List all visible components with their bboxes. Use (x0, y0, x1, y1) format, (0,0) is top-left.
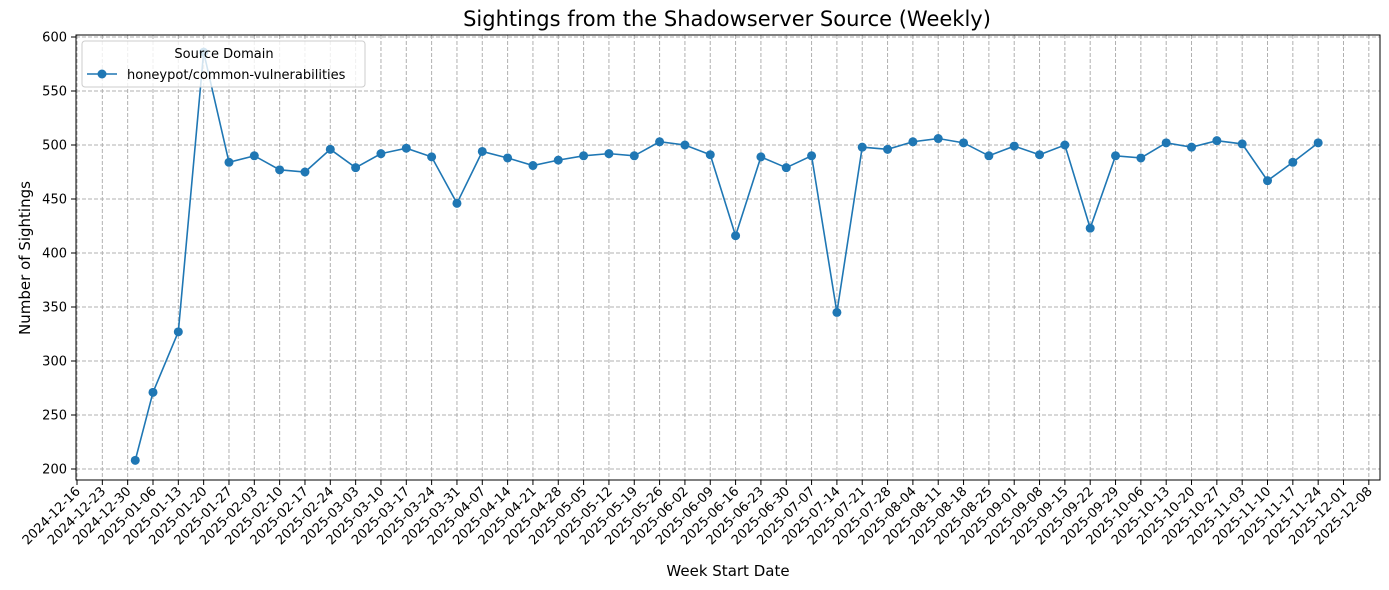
data-point-marker (553, 155, 563, 165)
y-tick-label: 600 (42, 31, 67, 46)
y-tick-label: 400 (42, 247, 67, 262)
data-point-marker (452, 198, 462, 208)
data-point-marker (857, 142, 867, 152)
data-point-marker (933, 134, 943, 144)
data-point-marker (807, 151, 817, 161)
x-axis-label: Week Start Date (666, 562, 789, 580)
legend-box (81, 40, 366, 88)
data-point-marker (528, 161, 538, 171)
data-point-marker (1263, 176, 1273, 186)
data-point-marker (832, 307, 842, 317)
data-point-marker (1085, 223, 1095, 233)
data-point-marker (1136, 153, 1146, 163)
series-honeypot-common-vulnerabilities (130, 47, 1323, 465)
legend: Source Domain honeypot/common-vulnerabil… (81, 40, 366, 88)
data-point-marker (173, 327, 183, 337)
y-axis: 200 250 300 350 400 450 500 550 600 (42, 31, 76, 478)
data-point-marker (1212, 136, 1222, 146)
data-point-marker (1187, 142, 1197, 152)
data-point-marker (401, 143, 411, 153)
data-point-marker (325, 144, 335, 154)
x-axis: 2024-12-162024-12-232024-12-302025-01-06… (20, 480, 1376, 548)
legend-title: Source Domain (174, 47, 273, 62)
y-tick-label: 500 (42, 139, 67, 154)
data-point-marker (1035, 150, 1045, 160)
data-point-marker (148, 387, 158, 397)
data-point-marker (579, 151, 589, 161)
data-point-marker (300, 167, 310, 177)
data-point-marker (1111, 151, 1121, 161)
data-point-marker (1009, 141, 1019, 151)
data-point-marker (629, 151, 639, 161)
axes-frame (75, 34, 1381, 481)
data-point-marker (275, 165, 285, 175)
data-point-marker (604, 149, 614, 159)
data-point-marker (351, 163, 361, 173)
data-point-marker (1060, 140, 1070, 150)
data-point-marker (1288, 157, 1298, 167)
chart-title: Sightings from the Shadowserver Source (… (463, 7, 991, 31)
data-point-marker (1161, 138, 1171, 148)
data-point-marker (959, 138, 969, 148)
data-point-marker (705, 150, 715, 160)
y-tick-label: 550 (42, 85, 67, 100)
legend-dot-marker-icon (97, 69, 107, 79)
data-point-marker (908, 137, 918, 147)
data-point-marker (1237, 139, 1247, 149)
y-tick-label: 350 (42, 301, 67, 316)
data-point-marker (756, 152, 766, 162)
data-point-marker (249, 151, 259, 161)
y-tick-label: 450 (42, 193, 67, 208)
y-axis-label: Number of Sightings (16, 181, 34, 335)
legend-entry-label: honeypot/common-vulnerabilities (127, 68, 346, 83)
data-point-marker (984, 151, 994, 161)
data-point-marker (427, 152, 437, 162)
y-tick-label: 250 (42, 409, 67, 424)
data-point-marker (224, 157, 234, 167)
y-tick-label: 300 (42, 355, 67, 370)
data-point-marker (477, 146, 487, 156)
data-point-marker (731, 231, 741, 241)
data-point-marker (376, 149, 386, 159)
data-point-marker (680, 140, 690, 150)
data-point-marker (883, 144, 893, 154)
data-point-marker (130, 455, 140, 465)
data-point-marker (503, 153, 513, 163)
y-tick-label: 200 (42, 463, 67, 478)
data-point-marker (1313, 138, 1323, 148)
grid-lines (76, 35, 1380, 480)
data-point-marker (781, 163, 791, 173)
data-point-marker (655, 137, 665, 147)
